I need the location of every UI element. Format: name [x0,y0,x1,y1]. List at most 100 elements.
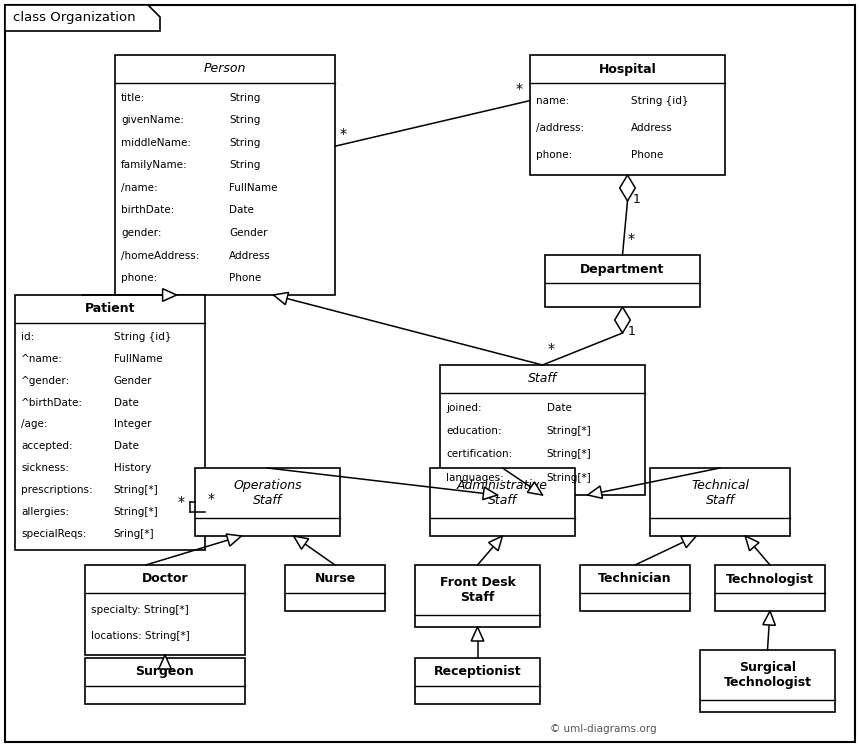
Text: Address: Address [631,123,673,133]
Bar [700,650,835,712]
Text: Gender: Gender [230,228,268,238]
Text: String[*]: String[*] [547,473,592,483]
Text: *: * [516,81,523,96]
Polygon shape [763,611,776,625]
Polygon shape [273,292,289,305]
Bar [85,565,245,655]
Text: class Organization: class Organization [13,11,136,25]
Text: Administrative
Staff: Administrative Staff [457,479,548,507]
Bar [115,55,335,295]
Text: id:: id: [21,332,34,342]
Text: String: String [230,161,261,170]
Text: String[*]: String[*] [547,427,592,436]
Text: middleName:: middleName: [121,137,191,148]
Text: locations: String[*]: locations: String[*] [91,630,190,641]
Text: Operations
Staff: Operations Staff [233,479,302,507]
Text: Staff: Staff [528,373,557,385]
Text: Doctor: Doctor [142,572,188,586]
Text: Address: Address [230,250,271,261]
Text: birthDate:: birthDate: [121,205,175,215]
Text: Integer: Integer [114,420,151,430]
Text: Date: Date [547,403,572,413]
Text: /name:: /name: [121,183,157,193]
Text: String {id}: String {id} [114,332,171,342]
Text: Technical
Staff: Technical Staff [691,479,749,507]
Text: Sring[*]: Sring[*] [114,529,155,539]
Bar [440,365,645,495]
Bar [415,658,540,704]
Polygon shape [163,288,176,301]
Text: String: String [230,137,261,148]
Bar [85,658,245,704]
Text: joined:: joined: [446,403,482,413]
Bar [715,565,825,611]
Bar [430,468,575,536]
Text: name:: name: [536,96,569,105]
Bar [15,295,205,550]
Polygon shape [226,534,242,546]
Text: Phone: Phone [631,149,664,160]
Text: String {id}: String {id} [631,96,689,105]
Text: phone:: phone: [121,273,157,283]
Polygon shape [159,655,171,669]
Text: sickness:: sickness: [21,463,69,473]
Text: Surgeon: Surgeon [136,666,194,678]
Text: Person: Person [204,63,246,75]
Bar [580,565,690,611]
Polygon shape [620,175,636,201]
Text: *: * [208,492,215,506]
Polygon shape [5,5,160,31]
Polygon shape [482,487,497,500]
Bar [650,468,790,536]
Text: languages:: languages: [446,473,504,483]
Bar [545,255,700,307]
Text: String[*]: String[*] [114,485,158,495]
Text: ^gender:: ^gender: [21,376,71,386]
Polygon shape [293,536,309,549]
Bar [195,468,340,536]
Text: givenName:: givenName: [121,115,184,125]
Text: Receptionist: Receptionist [433,666,521,678]
Text: prescriptions:: prescriptions: [21,485,93,495]
Text: FullName: FullName [230,183,278,193]
Text: Gender: Gender [114,376,152,386]
Text: History: History [114,463,151,473]
Text: *: * [340,127,347,141]
Text: education:: education: [446,427,501,436]
Polygon shape [587,486,603,498]
Text: Nurse: Nurse [315,572,356,586]
Text: © uml-diagrams.org: © uml-diagrams.org [550,724,657,734]
Text: String[*]: String[*] [547,450,592,459]
Text: /age:: /age: [21,420,47,430]
Text: Surgical
Technologist: Surgical Technologist [723,661,812,689]
Text: 1: 1 [632,193,641,206]
Polygon shape [488,536,502,551]
Polygon shape [527,482,543,495]
Text: Date: Date [230,205,255,215]
Text: Phone: Phone [230,273,261,283]
Polygon shape [615,307,630,333]
Polygon shape [681,536,697,548]
Text: familyName:: familyName: [121,161,187,170]
Bar [285,565,385,611]
Bar [530,55,725,175]
Text: Technologist: Technologist [726,572,814,586]
Text: Date: Date [114,441,138,451]
Text: ^birthDate:: ^birthDate: [21,397,83,408]
Text: gender:: gender: [121,228,162,238]
Text: String[*]: String[*] [114,506,158,517]
Text: allergies:: allergies: [21,506,69,517]
Text: Date: Date [114,397,138,408]
Text: *: * [628,232,635,246]
Text: specialty: String[*]: specialty: String[*] [91,605,188,615]
Text: title:: title: [121,93,145,102]
Polygon shape [471,627,484,641]
Text: *: * [178,495,185,509]
Text: 1: 1 [628,325,636,338]
Text: Hospital: Hospital [599,63,656,75]
Bar [415,565,540,627]
Text: Front Desk
Staff: Front Desk Staff [439,576,515,604]
Text: Department: Department [580,262,665,276]
Text: phone:: phone: [536,149,572,160]
Text: /homeAddress:: /homeAddress: [121,250,200,261]
